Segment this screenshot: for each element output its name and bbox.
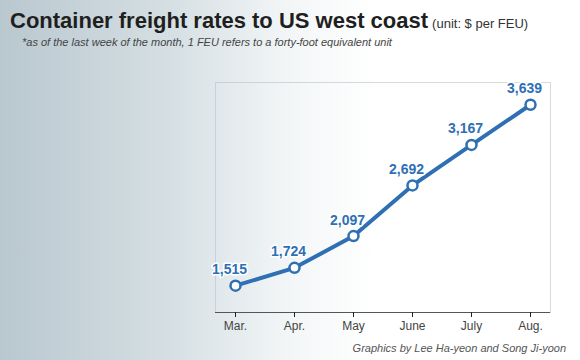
svg-text:May: May (342, 319, 365, 333)
html-text:*as of the last week of the mo: *as of the last week of the month, 1 FEU… (22, 36, 392, 48)
svg-text:Apr.: Apr. (284, 319, 305, 333)
svg-text:Aug.: Aug. (518, 319, 543, 333)
svg-text:3,167: 3,167 (448, 120, 483, 136)
svg-text:June: June (399, 319, 425, 333)
svg-text:1,515: 1,515 (212, 261, 247, 277)
html-text:Container freight rates to US: Container freight rates to US west coast… (10, 8, 529, 33)
svg-text:3,639: 3,639 (507, 80, 542, 96)
svg-text:2,097: 2,097 (330, 212, 365, 228)
svg-text:Mar.: Mar. (224, 319, 247, 333)
svg-text:2,692: 2,692 (389, 161, 424, 177)
html-text:Graphics by Lee Ha-yeon and So: Graphics by Lee Ha-yeon and Song Ji-yoon (352, 342, 566, 354)
svg-text:1,724: 1,724 (271, 243, 306, 259)
svg-text:July: July (461, 319, 482, 333)
